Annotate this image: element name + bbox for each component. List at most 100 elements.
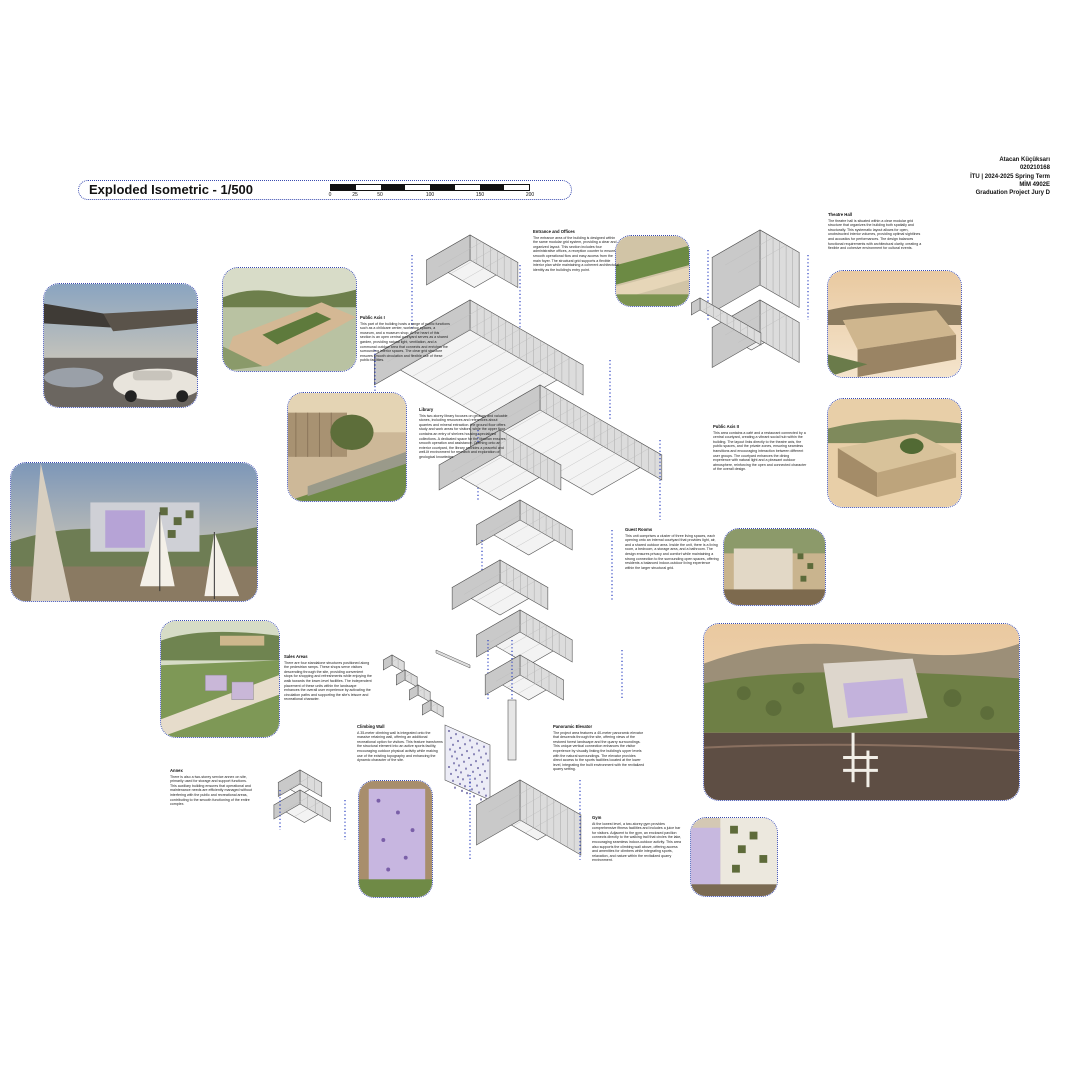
annotation-body: There are four standalone structures pos… bbox=[284, 660, 372, 702]
climbing-hold bbox=[480, 756, 482, 759]
climbing-hold bbox=[455, 769, 457, 772]
render-sales-ramp bbox=[160, 620, 280, 738]
climbing-hold bbox=[455, 733, 457, 736]
climbing-hold bbox=[477, 767, 479, 770]
climbing-hold bbox=[462, 778, 464, 781]
annotation-climbing-wall: Climbing Wall A 35-meter climbing wall i… bbox=[357, 724, 443, 763]
climbing-hold bbox=[484, 770, 486, 773]
public-axis-1-roof-grid bbox=[449, 343, 546, 399]
annotation-guest-rooms: Guest Rooms This unit comprises a cluste… bbox=[625, 527, 719, 570]
annex-upper-side bbox=[277, 769, 301, 798]
guest-rooms-roof-grid bbox=[489, 507, 534, 533]
render-image bbox=[223, 268, 356, 371]
guest-rooms-lower-roof-grid bbox=[475, 573, 525, 602]
climbing-hold bbox=[481, 780, 483, 783]
climbing-hold bbox=[476, 784, 478, 787]
annotation-title: Public Axis I bbox=[360, 315, 385, 320]
climbing-hold bbox=[458, 764, 460, 767]
climbing-hold bbox=[457, 740, 459, 743]
climbing-hold bbox=[478, 749, 480, 752]
render-image bbox=[616, 236, 689, 306]
render-image bbox=[44, 284, 197, 407]
render-image bbox=[691, 818, 777, 896]
bridge-roof-grid bbox=[739, 325, 749, 332]
annotation-title: Sales Areas bbox=[284, 654, 308, 659]
sales-pavilion-roof-grid bbox=[389, 658, 399, 664]
render-image bbox=[704, 624, 1019, 800]
climbing-hold bbox=[464, 785, 466, 788]
render-image bbox=[828, 399, 961, 507]
annotation-body: This two-storey library focuses on geolo… bbox=[419, 413, 508, 459]
annotation-gym: Gym At the lowest level, a two-storey gy… bbox=[592, 815, 684, 863]
scale-tick: 150 bbox=[475, 192, 485, 198]
render-climbing-wall bbox=[358, 780, 433, 898]
gym-roof-grid bbox=[488, 786, 533, 813]
climbing-hold bbox=[456, 757, 458, 760]
public-axis-1-roof-grid bbox=[424, 328, 521, 385]
student-number: 020210168 bbox=[1019, 165, 1050, 172]
public-axis-1-roof-grid bbox=[474, 357, 571, 413]
sales-pavilion-side bbox=[382, 654, 393, 671]
render-guest-rooms bbox=[723, 528, 826, 606]
annotation-body: The theatre hall is situated within a cl… bbox=[828, 218, 922, 251]
public-axis-2-roof-grid bbox=[506, 405, 577, 447]
annotation-public-axis-2: Public Axis II This area contains a café… bbox=[713, 424, 807, 472]
annotation-library: Library This two-storey library focuses … bbox=[419, 407, 509, 460]
library-roof-grid bbox=[475, 450, 537, 487]
annotation-title: Climbing Wall bbox=[357, 724, 385, 729]
course-code: MİM 4902E bbox=[1019, 181, 1050, 188]
public-axis-2-roof-grid bbox=[531, 419, 601, 461]
annotation-body: The project area features a 40-meter pan… bbox=[553, 730, 645, 772]
sales-pavilion-roof-grid bbox=[415, 688, 425, 694]
gym-face bbox=[519, 779, 582, 856]
annotation-title: Guest Rooms bbox=[625, 527, 653, 532]
gym-roof-grid bbox=[525, 807, 569, 834]
bridge-roof-grid bbox=[727, 318, 737, 325]
render-parking bbox=[43, 283, 198, 408]
lower-level-roof-grid bbox=[515, 632, 560, 658]
render-image bbox=[11, 463, 257, 601]
climbing-hold bbox=[450, 736, 452, 739]
annex-lower-roof-grid bbox=[283, 795, 311, 812]
public-axis-1-side bbox=[373, 299, 471, 386]
climbing-hold bbox=[471, 746, 473, 749]
render-library-courtyard bbox=[287, 392, 407, 502]
scale-tick: 200 bbox=[525, 192, 535, 198]
lower-level-roof-grid bbox=[489, 617, 534, 643]
annotation-title: Theatre Hall bbox=[828, 212, 852, 217]
annotation-title: Library bbox=[419, 407, 434, 412]
sales-pavilion-roof-grid bbox=[402, 673, 412, 679]
render-image bbox=[161, 621, 279, 737]
climbing-hold bbox=[450, 772, 452, 775]
sheet-title: Exploded Isometric - 1/500 bbox=[89, 182, 254, 197]
sales-pavilion-side bbox=[421, 699, 432, 716]
entrance-offices-roof-grid bbox=[450, 248, 495, 274]
annotation-body: At the lowest level, a two-storey gym pr… bbox=[592, 821, 682, 863]
gym-roof-grid bbox=[500, 793, 545, 820]
sales-pavilion-side bbox=[408, 684, 419, 701]
climbing-hold bbox=[462, 736, 464, 739]
annotation-body: A 35-meter climbing wall is integrated o… bbox=[357, 730, 443, 763]
entrance-offices-side bbox=[426, 234, 471, 286]
bridge-roof-grid bbox=[703, 304, 713, 311]
climbing-hold bbox=[463, 760, 465, 763]
render-entrance-aerial bbox=[615, 235, 690, 307]
author-name: Atacan Küçüksarı bbox=[999, 157, 1050, 163]
library-roof-grid bbox=[463, 443, 525, 480]
lower-level-2-roof-grid bbox=[517, 673, 553, 694]
public-axis-2-roof-grid bbox=[579, 447, 650, 489]
annotation-title: Gym bbox=[592, 815, 602, 820]
climbing-hold bbox=[464, 743, 466, 746]
public-axis-2-roof-grid bbox=[555, 433, 626, 475]
theatre-hall-upper-side bbox=[711, 229, 761, 314]
annotation-title: Public Axis II bbox=[713, 424, 739, 429]
scale-tick: 50 bbox=[377, 192, 383, 198]
lower-level-2-roof-grid bbox=[495, 661, 531, 682]
climbing-hold bbox=[465, 767, 467, 770]
climbing-hold bbox=[448, 730, 450, 732]
climbing-hold bbox=[476, 742, 478, 745]
jury: Graduation Project Jury D bbox=[975, 190, 1050, 197]
annex-upper-roof-grid bbox=[289, 776, 311, 789]
climbing-hold bbox=[466, 750, 468, 753]
